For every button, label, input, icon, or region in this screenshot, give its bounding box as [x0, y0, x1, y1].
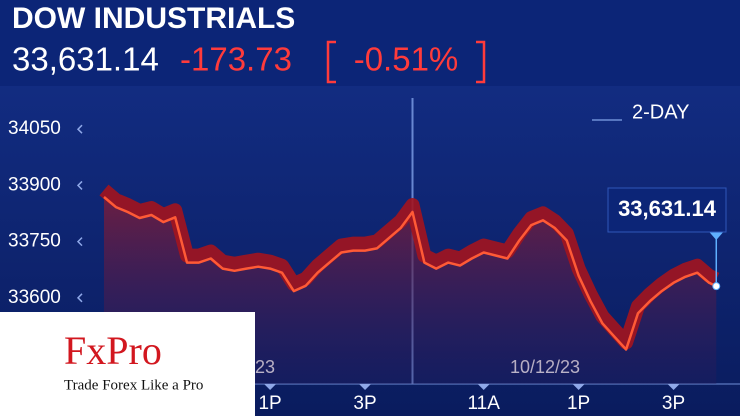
x-tick-label: 1P: [258, 393, 281, 414]
x-tick-mark: [359, 384, 372, 390]
band: [99, 184, 720, 350]
x-tick-mark: [264, 384, 277, 390]
y-tick-label: 33600: [8, 287, 61, 308]
y-tick-mark: [76, 180, 83, 190]
x-tick-mark: [572, 384, 585, 390]
title: DOW INDUSTRIALS: [12, 2, 295, 35]
x-tick-mark: [477, 384, 490, 390]
range-label: 2-DAY: [632, 101, 689, 123]
y-tick-label: 33900: [8, 174, 61, 195]
x-tick-label: 11A: [467, 393, 500, 414]
last-label: 33,631.14: [618, 196, 717, 221]
change-pct: -0.51%: [354, 41, 459, 78]
logo: FxPro Trade Forex Like a Pro: [0, 312, 255, 416]
header-band: [0, 0, 740, 86]
x-tick-label: 3P: [353, 393, 376, 414]
x-tick-label: 3P: [662, 393, 685, 414]
y-tick-label: 34050: [8, 118, 61, 139]
bracket: [326, 40, 486, 84]
logo-tagline: Trade Forex Like a Pro: [64, 377, 203, 393]
last-point: [712, 282, 721, 291]
logo-box: [0, 312, 255, 416]
y-tick-mark: [76, 293, 83, 303]
y-tick-mark: [76, 237, 83, 247]
logo-brand: FxPro: [64, 328, 162, 373]
last-label-box: [607, 187, 727, 233]
last-marker-tri: [709, 232, 724, 240]
change: -173.73: [180, 41, 292, 78]
y-tick-mark: [76, 124, 83, 134]
last-price: 33,631.14: [12, 41, 159, 78]
line: [103, 196, 717, 351]
x-tick-mark: [667, 384, 680, 390]
y-tick-label: 33750: [8, 231, 61, 252]
x-tick-label: 1P: [567, 393, 590, 414]
